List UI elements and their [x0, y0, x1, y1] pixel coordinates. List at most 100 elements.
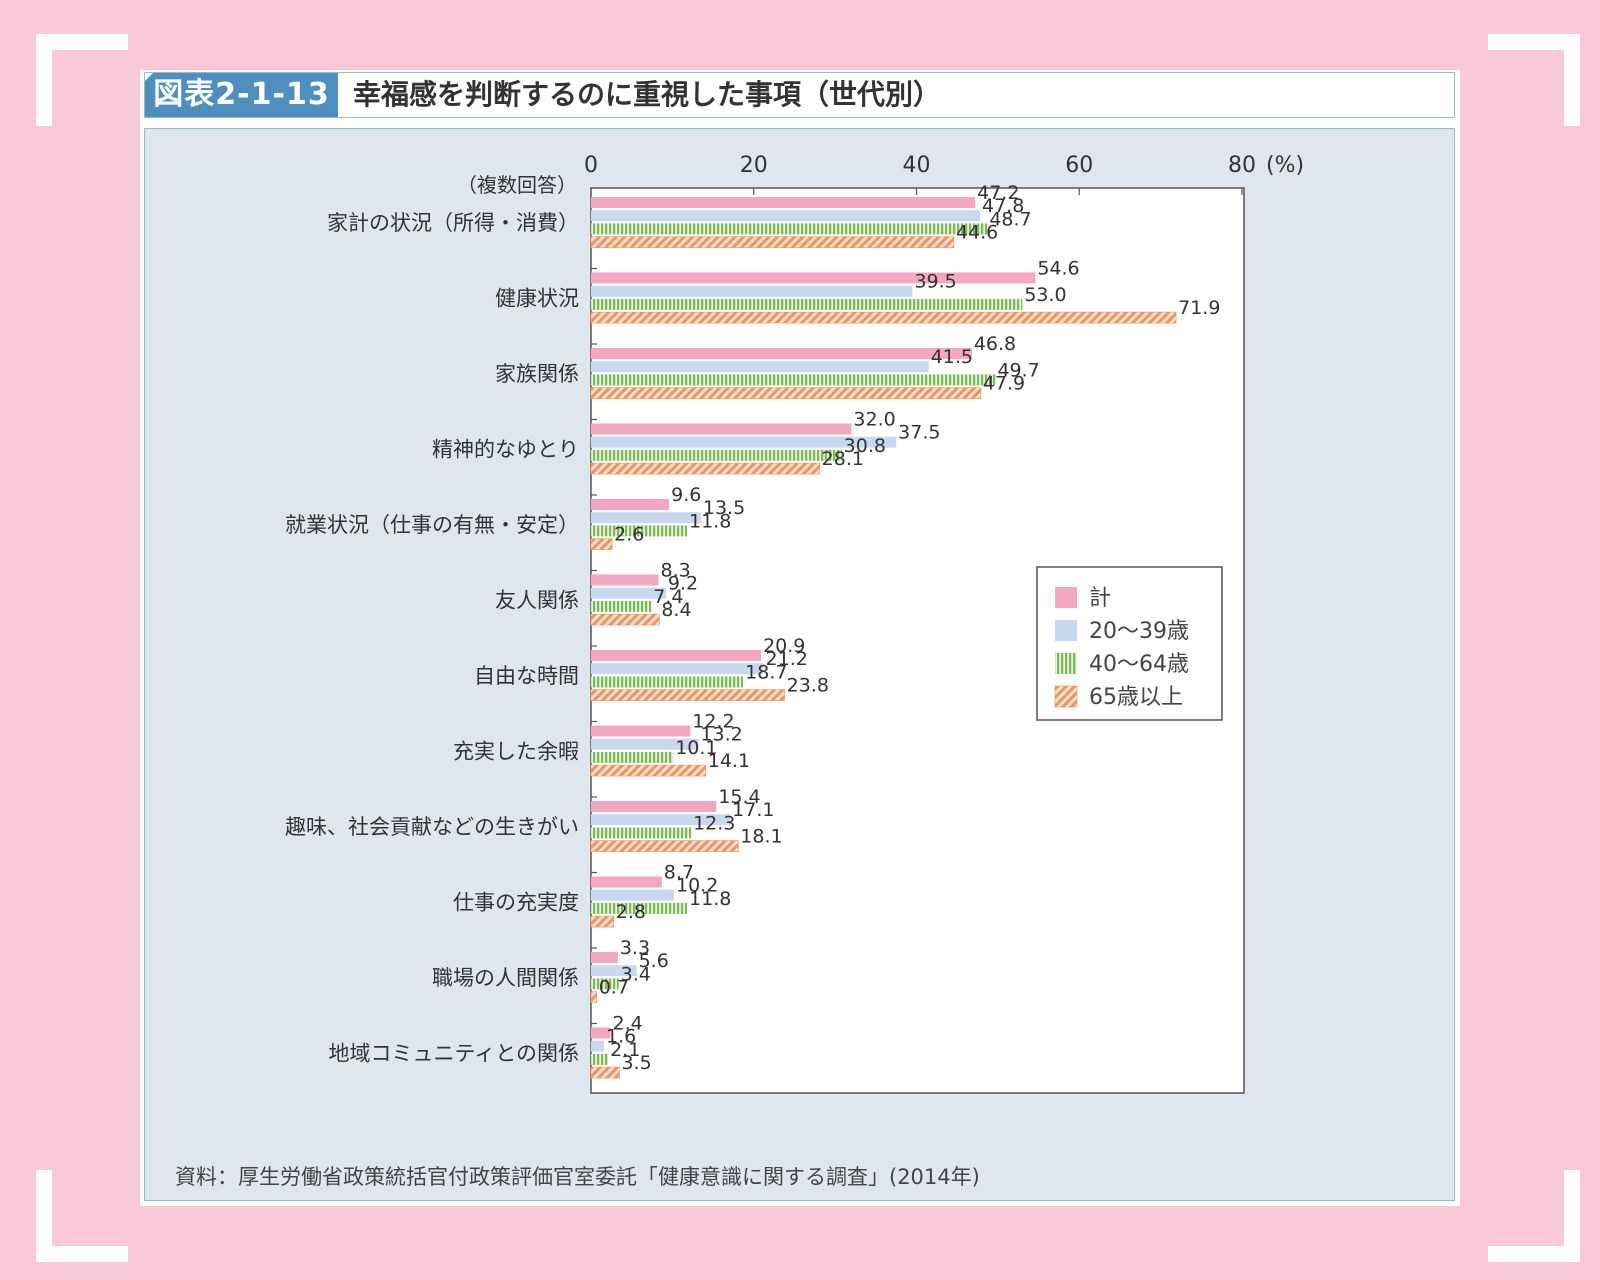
bar-age-20-39: [591, 210, 980, 222]
bar-total: [591, 197, 976, 208]
x-tick-label: 60: [1065, 153, 1093, 178]
legend-swatch: [1055, 620, 1077, 641]
category-label: 職場の人間関係: [432, 966, 579, 990]
legend-label: 40～64歳: [1089, 652, 1189, 677]
category-label: 健康状況: [495, 287, 579, 311]
data-label: 21.2: [766, 648, 808, 670]
bar-total: [591, 876, 662, 888]
bar-chart: 0 20 40 60 80 (%)（複数回答） 家計の状況（所得・消費）47.247.84…: [285, 153, 1304, 1094]
figure-header: 図表2-1-13 幸福感を判断するのに重視した事項（世代別）: [144, 72, 1455, 118]
data-label: 7.4: [653, 586, 683, 608]
bar-age-65-plus: [590, 840, 739, 852]
chart-panel: 0 20 40 60 80 (%) （複数回答） 家計の状況（所得・消費） 47.2 47.8 4…: [144, 128, 1455, 1201]
bar-age-20-39: [591, 285, 913, 297]
category-label: 趣味、社会貢献などの生きがい: [285, 815, 579, 839]
x-tick-label: 0: [584, 153, 598, 178]
data-label: 71.9: [1178, 297, 1220, 319]
data-label: 15.4: [718, 786, 760, 808]
data-label: 3.5: [621, 1052, 651, 1074]
data-label: 0.7: [599, 977, 629, 999]
bar-age-40-64: [591, 525, 688, 537]
data-label: 3.4: [621, 963, 651, 985]
data-label: 39.5: [914, 271, 956, 293]
bar-total: [591, 272, 1036, 284]
data-label: 13.5: [703, 497, 745, 519]
data-label: 9.2: [668, 573, 698, 595]
data-label: 23.8: [787, 675, 829, 697]
bar-age-65-plus: [590, 613, 660, 626]
bar-age-65-plus: [590, 1066, 620, 1079]
data-label: 8.3: [661, 560, 691, 582]
data-label: 10.1: [675, 737, 717, 759]
bar-age-40-64: [591, 600, 652, 612]
bar-age-65-plus: [590, 915, 615, 928]
data-label: 8.7: [664, 862, 694, 884]
bar-age-40-64: [591, 751, 674, 763]
category-label: 家計の状況（所得・消費）: [327, 211, 579, 235]
data-label: 30.8: [844, 435, 886, 457]
bar-age-20-39: [591, 889, 675, 901]
bar-age-40-64: [591, 298, 1023, 310]
bar-age-40-64: [591, 676, 744, 688]
bar-total: [591, 952, 618, 963]
data-label: 49.7: [997, 359, 1039, 381]
bar-total: [591, 801, 717, 812]
legend-swatch: [1055, 653, 1077, 674]
data-label: 18.7: [745, 661, 787, 683]
data-label: 47.2: [977, 182, 1019, 204]
x-axis-unit: (%): [1266, 153, 1304, 178]
bar-age-20-39: [591, 965, 637, 977]
data-label: 48.7: [989, 208, 1031, 230]
category-label: 家族関係: [495, 362, 579, 386]
data-label: 53.0: [1024, 284, 1066, 306]
data-label: 28.1: [822, 448, 864, 470]
data-label: 11.8: [689, 888, 731, 910]
category-label: 地域コミュニティとの関係: [328, 1042, 579, 1066]
data-label: 2.8: [616, 901, 646, 923]
bar-total: [591, 348, 972, 359]
data-label: 20.9: [763, 635, 805, 657]
bar-age-40-64: [591, 449, 842, 461]
legend-swatch: [1055, 587, 1077, 608]
bar-age-20-39: [591, 1040, 605, 1052]
multiple-answer-note: （複数回答）: [457, 173, 577, 197]
category-label: 仕事の充実度: [453, 891, 579, 915]
bar-age-65-plus: [590, 462, 820, 475]
bar-total: [591, 574, 659, 586]
bar-age-40-64: [591, 374, 996, 386]
bar-age-65-plus: [590, 991, 597, 1003]
data-label: 2.1: [610, 1039, 640, 1061]
x-tick-label: 40: [903, 153, 931, 178]
category-label: 就業状況（仕事の有無・安定）: [285, 513, 579, 537]
bar-age-20-39: [591, 361, 929, 373]
bar-age-65-plus: [590, 689, 785, 701]
data-label: 11.8: [689, 510, 731, 532]
data-label: 2.4: [613, 1013, 643, 1035]
data-label: 14.1: [708, 750, 750, 772]
figure-card: 図表2-1-13 幸福感を判断するのに重視した事項（世代別） 0 20 40 60 80…: [140, 70, 1460, 1206]
figure-title: 幸福感を判断するのに重視した事項（世代別）: [353, 78, 942, 111]
data-label: 18.1: [740, 826, 782, 848]
bar-age-20-39: [591, 663, 764, 675]
bar-age-20-39: [591, 814, 731, 826]
data-label: 3.3: [620, 937, 650, 959]
data-label: 8.4: [661, 599, 691, 621]
data-label: 54.6: [1037, 258, 1079, 280]
bar-age-40-64: [591, 902, 688, 914]
data-label: 32.0: [853, 409, 895, 431]
data-label: 5.6: [639, 950, 669, 972]
category-label: 充実した余暇: [453, 740, 579, 764]
data-label: 47.8: [982, 195, 1024, 217]
bar-age-40-64: [591, 978, 619, 990]
data-label: 1.6: [606, 1026, 636, 1048]
bar-age-65-plus: [590, 236, 955, 248]
data-label: 12.2: [692, 711, 734, 733]
frame-corner-top-right: [1488, 34, 1580, 126]
data-label: 41.5: [931, 346, 973, 368]
bar-total: [591, 423, 852, 435]
data-label: 17.1: [732, 799, 774, 821]
x-tick-label: 80: [1228, 153, 1256, 178]
bar-age-40-64: [591, 827, 692, 839]
data-label: 47.9: [983, 373, 1025, 395]
category-label: 自由な時間: [474, 664, 579, 688]
